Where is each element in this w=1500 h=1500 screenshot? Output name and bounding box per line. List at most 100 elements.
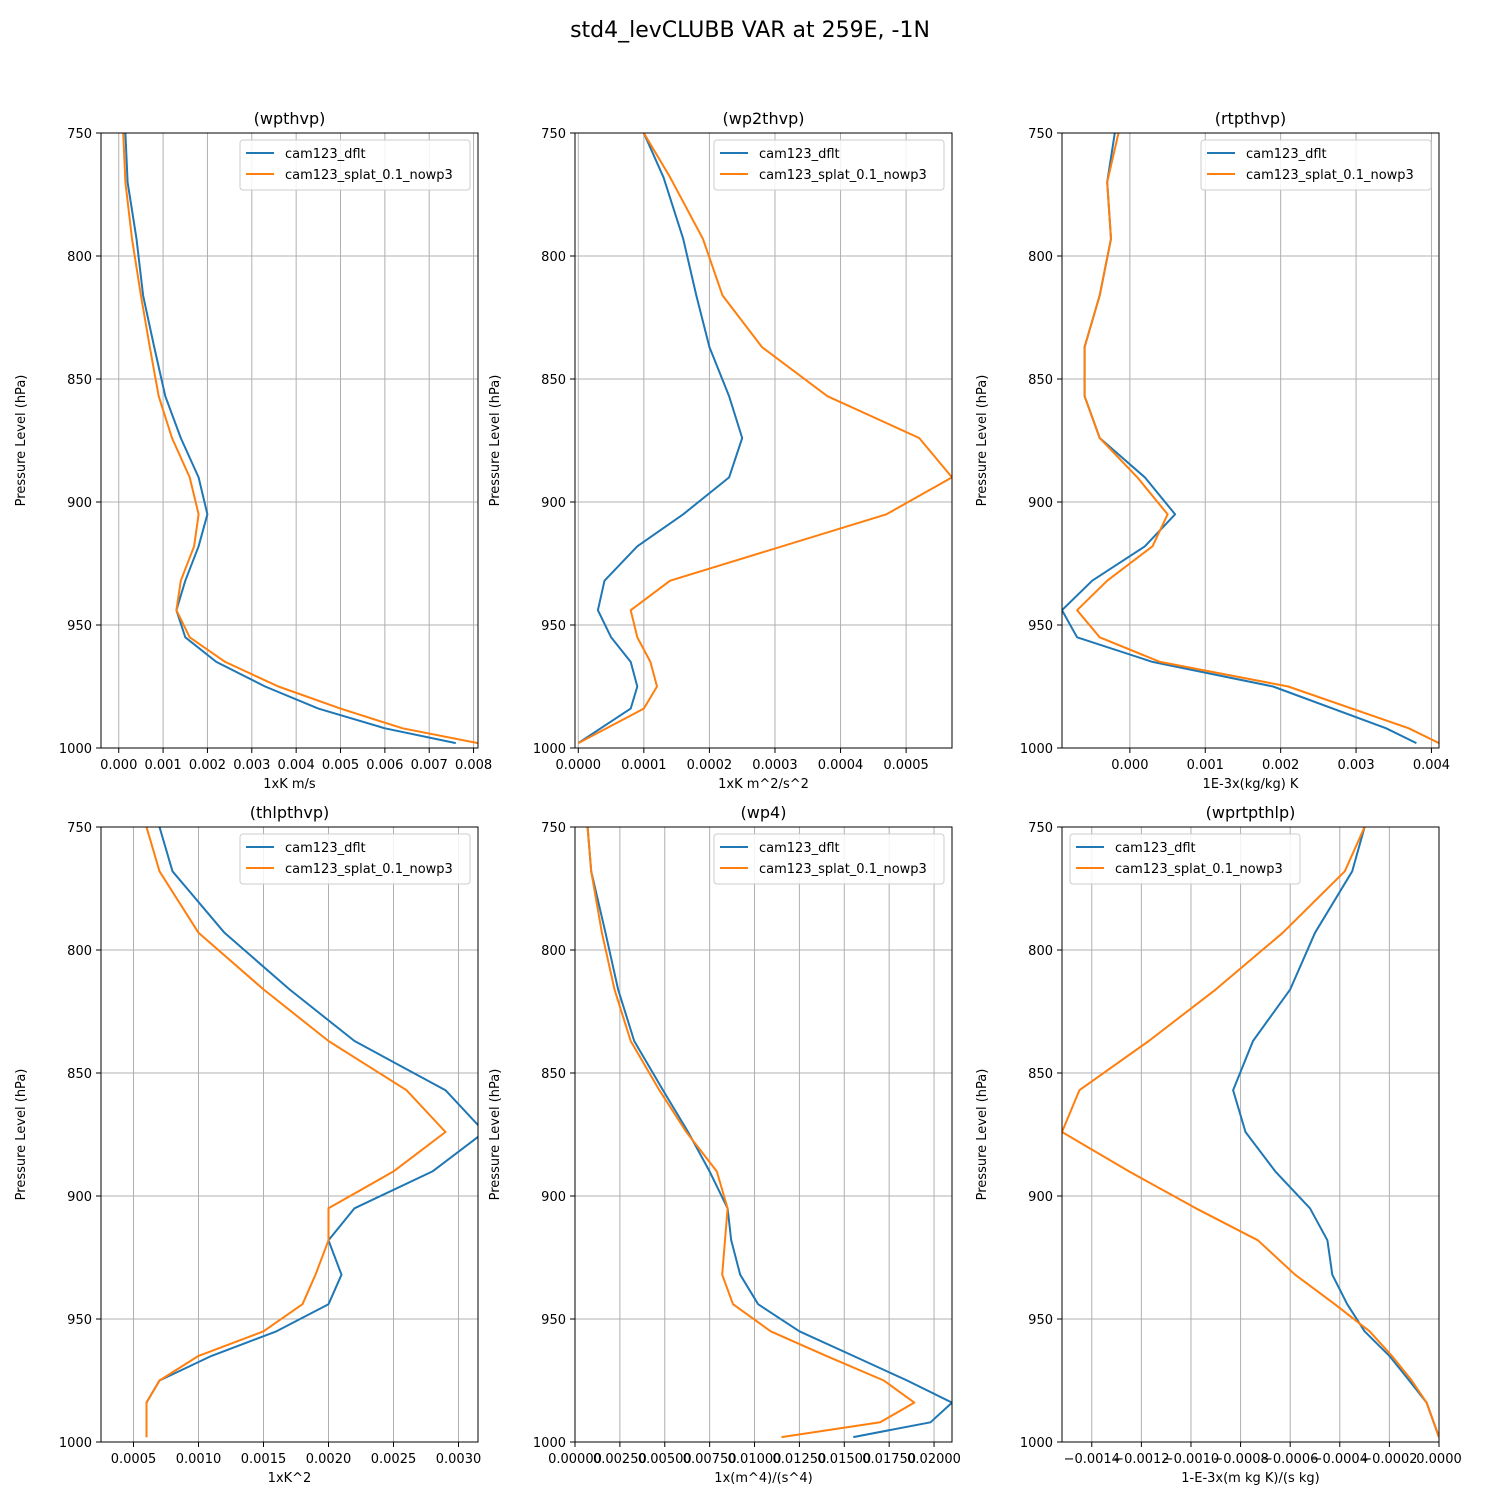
x-tick-label: 0.0000 xyxy=(556,758,602,773)
y-tick-label: 1000 xyxy=(1020,1436,1053,1451)
x-tick-label: 0.00750 xyxy=(683,1452,737,1467)
legend: cam123_dflt cam123_splat_0.1_nowp3 xyxy=(713,833,945,885)
x-tick-label: 0.003 xyxy=(233,758,270,773)
x-tick-label: 0.007 xyxy=(411,758,448,773)
plot-area xyxy=(101,827,478,1442)
legend-label: cam123_splat_0.1_nowp3 xyxy=(759,168,927,183)
x-tick-label: 0.00250 xyxy=(593,1452,647,1467)
legend-label: cam123_splat_0.1_nowp3 xyxy=(759,862,927,877)
legend: cam123_dflt cam123_splat_0.1_nowp3 xyxy=(239,833,471,885)
legend-box xyxy=(713,833,945,885)
axes-frame xyxy=(574,132,953,749)
x-tick-label: 0.02000 xyxy=(907,1452,961,1467)
y-tick-label: 850 xyxy=(541,373,566,388)
series-line-cam123_splat_0.1_nowp3 xyxy=(145,827,447,1438)
x-tick-label: 0.0015 xyxy=(241,1452,287,1467)
x-tick-label: −0.0012 xyxy=(1113,1452,1169,1467)
plot-area xyxy=(575,827,952,1442)
plot-area xyxy=(101,133,478,748)
legend-label: cam123_dflt xyxy=(285,841,366,856)
x-tick-label: −0.0002 xyxy=(1361,1452,1417,1467)
x-axis-label: 1xK m/s xyxy=(263,777,316,792)
y-tick-label: 800 xyxy=(541,250,566,265)
x-tick-label: 0.0001 xyxy=(621,758,667,773)
x-tick-label: −0.0006 xyxy=(1262,1452,1318,1467)
x-tick-label: 0.005 xyxy=(322,758,359,773)
figure-title: std4_levCLUBB VAR at 259E, -1N xyxy=(570,18,930,43)
x-tick-label: 0.004 xyxy=(1413,758,1450,773)
legend: cam123_dflt cam123_splat_0.1_nowp3 xyxy=(1069,833,1301,885)
y-tick-label: 1000 xyxy=(533,742,566,757)
series-line-cam123_dflt xyxy=(145,827,478,1438)
x-tick-label: 0.01750 xyxy=(862,1452,916,1467)
x-tick-label: −0.0004 xyxy=(1312,1452,1368,1467)
x-tick-label: 0.01500 xyxy=(817,1452,871,1467)
y-tick-label: 750 xyxy=(67,127,92,142)
x-tick-label: −0.0014 xyxy=(1064,1452,1120,1467)
panel-3: 0.000 0.001 0.002 0.003 0.004 750 800 850 900 950… xyxy=(975,109,1450,792)
axes-frame xyxy=(574,826,953,1443)
y-tick-label: 850 xyxy=(541,1067,566,1082)
y-tick-label: 900 xyxy=(1028,1190,1053,1205)
plot-area xyxy=(1062,133,1439,748)
legend: cam123_dflt cam123_splat_0.1_nowp3 xyxy=(713,139,945,191)
y-tick-label: 1000 xyxy=(59,1436,92,1451)
y-tick-label: 900 xyxy=(541,1190,566,1205)
y-tick-label: 800 xyxy=(1028,250,1053,265)
x-tick-label: 0.0004 xyxy=(818,758,864,773)
y-tick-label: 950 xyxy=(541,1313,566,1328)
y-tick-label: 800 xyxy=(67,250,92,265)
legend-label: cam123_dflt xyxy=(1246,147,1327,162)
axes-frame xyxy=(100,826,479,1443)
x-tick-label: 0.0020 xyxy=(306,1452,352,1467)
x-axis-label: 1xK^2 xyxy=(268,1471,312,1486)
x-tick-label: 0.00500 xyxy=(638,1452,692,1467)
panel-title: (wprtpthlp) xyxy=(1206,803,1296,822)
legend-label: cam123_dflt xyxy=(285,147,366,162)
x-tick-label: 0.001 xyxy=(1187,758,1224,773)
y-tick-label: 800 xyxy=(1028,944,1053,959)
legend: cam123_dflt cam123_splat_0.1_nowp3 xyxy=(239,139,471,191)
series-group xyxy=(586,827,952,1439)
x-tick-label: 0.01250 xyxy=(773,1452,827,1467)
y-axis-label: Pressure Level (hPa) xyxy=(975,1069,990,1201)
y-tick-label: 1000 xyxy=(533,1436,566,1451)
x-axis-label: 1x(m^4)/(s^4) xyxy=(714,1471,812,1486)
x-tick-label: 0.008 xyxy=(455,758,492,773)
panel-1: 0.000 0.001 0.002 0.003 0.004 0.005 0.006 0.007… xyxy=(14,109,492,792)
x-tick-label: 0.002 xyxy=(189,758,226,773)
y-tick-label: 950 xyxy=(67,1313,92,1328)
panel-5: 0.000000.002500.005000.007500.010000.012… xyxy=(488,803,961,1486)
y-tick-label: 900 xyxy=(67,1190,92,1205)
legend-label: cam123_dflt xyxy=(1115,841,1196,856)
legend-box xyxy=(239,139,471,191)
series-group xyxy=(1062,827,1439,1438)
y-tick-label: 850 xyxy=(1028,1067,1053,1082)
x-tick-label: −0.0010 xyxy=(1163,1452,1219,1467)
x-tick-label: 0.0003 xyxy=(752,758,798,773)
x-tick-label: −0.0008 xyxy=(1212,1452,1268,1467)
y-tick-label: 900 xyxy=(67,496,92,511)
series-group xyxy=(1062,133,1439,744)
x-axis-label: 1-E-3x(m kg K)/(s kg) xyxy=(1181,1471,1319,1486)
series-line-cam123_splat_0.1_nowp3 xyxy=(586,827,916,1439)
panels: 0.000 0.001 0.002 0.003 0.004 0.005 0.006 0.007… xyxy=(14,109,1462,1486)
x-tick-label: 0.001 xyxy=(144,758,181,773)
y-tick-label: 750 xyxy=(1028,821,1053,836)
y-tick-label: 750 xyxy=(541,127,566,142)
y-axis-label: Pressure Level (hPa) xyxy=(975,375,990,507)
y-tick-label: 750 xyxy=(541,821,566,836)
panel-title: (thlpthvp) xyxy=(250,803,330,822)
x-tick-label: 0.000 xyxy=(1111,758,1148,773)
panel-6: −0.0014−0.0012−0.0010−0.0008−0.0006−0.00… xyxy=(975,803,1462,1486)
panel-2: 0.0000 0.0001 0.0002 0.0003 0.0004 0.0005 750 8… xyxy=(488,109,953,792)
legend-label: cam123_splat_0.1_nowp3 xyxy=(1246,168,1414,183)
y-tick-label: 950 xyxy=(1028,619,1053,634)
axes-frame xyxy=(1061,132,1440,749)
y-tick-label: 950 xyxy=(541,619,566,634)
x-tick-label: 0.004 xyxy=(278,758,315,773)
x-tick-label: 0.0005 xyxy=(111,1452,157,1467)
legend: cam123_dflt cam123_splat_0.1_nowp3 xyxy=(1200,139,1432,191)
series-group xyxy=(122,133,478,745)
